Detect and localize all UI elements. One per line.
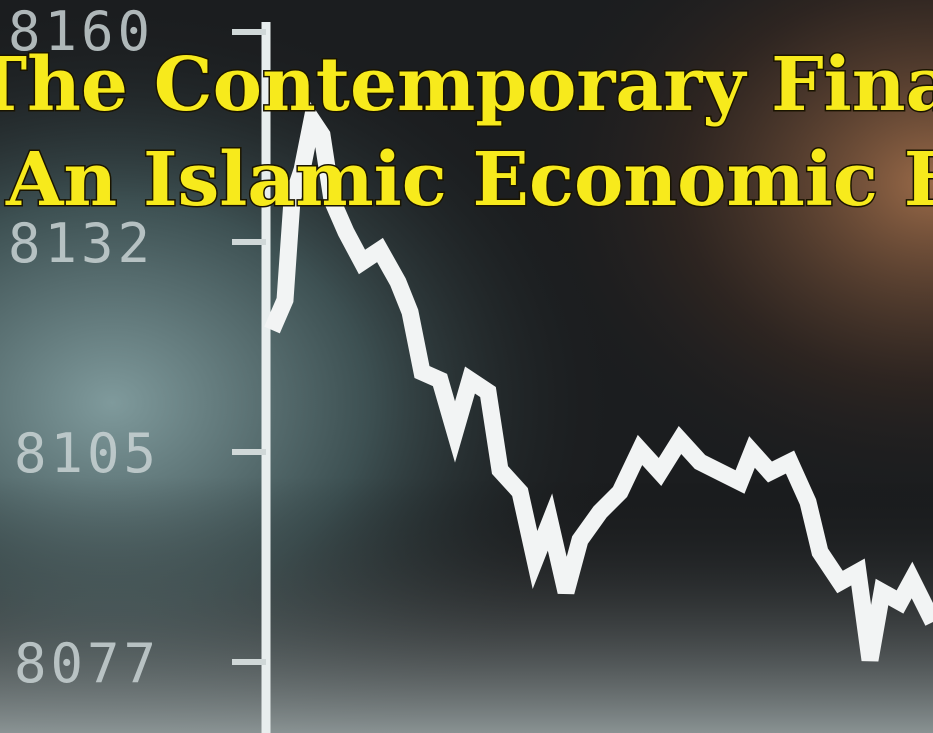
page: 8160 8132 8105 8077 The Contemporary Fin… — [0, 0, 933, 733]
title-line: The Contemporary Financia — [0, 42, 933, 128]
axis-label: 8105 — [14, 422, 160, 485]
axis-label: 8077 — [14, 632, 160, 695]
cover-image: 8160 8132 8105 8077 The Contemporary Fin… — [0, 0, 933, 733]
title-line: An Islamic Economic Evalu — [5, 137, 933, 223]
